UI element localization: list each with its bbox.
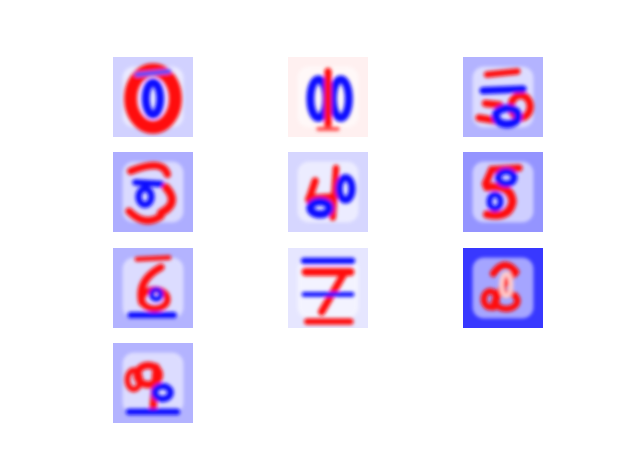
heatmap-inner-7 xyxy=(297,257,359,319)
weight-stroke-5-1 xyxy=(483,182,517,220)
weight-heatmap-2 xyxy=(463,57,543,137)
weight-panel-0 xyxy=(113,57,193,137)
weight-stroke-1-1 xyxy=(328,75,353,122)
weight-stroke-2-4 xyxy=(491,104,523,129)
weight-panel-6 xyxy=(113,248,193,328)
weight-panel-1 xyxy=(288,57,368,137)
weight-panel-7 xyxy=(288,248,368,328)
weight-panel-8 xyxy=(463,248,543,328)
weight-panel-9 xyxy=(113,343,193,423)
weight-stroke-5-2 xyxy=(495,168,518,188)
weight-heatmap-0 xyxy=(113,57,193,137)
weight-stroke-4-3 xyxy=(306,197,334,219)
weight-stroke-0-0 xyxy=(124,63,182,134)
weight-stroke-2-5 xyxy=(479,85,527,95)
weight-stroke-3-2 xyxy=(157,183,176,217)
weight-panel-3 xyxy=(113,152,193,232)
weight-heatmap-8 xyxy=(463,248,543,328)
weight-stroke-9-2 xyxy=(124,367,143,393)
weight-stroke-8-4 xyxy=(499,271,514,299)
weight-stroke-0-2 xyxy=(134,69,172,77)
weight-stroke-5-3 xyxy=(486,191,504,212)
weight-stroke-4-4 xyxy=(335,174,356,204)
weight-stroke-3-0 xyxy=(127,162,171,178)
weight-panel-5 xyxy=(463,152,543,232)
weight-stroke-3-3 xyxy=(125,207,165,225)
weight-stroke-3-4 xyxy=(135,185,155,208)
weight-stroke-4-1 xyxy=(305,193,338,202)
weight-stroke-0-1 xyxy=(141,78,165,119)
weight-stroke-6-0 xyxy=(134,255,172,262)
weight-stroke-2-1 xyxy=(481,99,504,109)
weight-stroke-9-4 xyxy=(151,383,174,403)
weight-heatmap-1 xyxy=(288,57,368,137)
weight-stroke-8-3 xyxy=(480,288,500,311)
weight-heatmap-4 xyxy=(288,152,368,232)
weight-panel-4 xyxy=(288,152,368,232)
weight-stroke-3-1 xyxy=(132,179,165,188)
weight-stroke-2-0 xyxy=(483,68,521,78)
weight-heatmap-5 xyxy=(463,152,543,232)
weight-stroke-6-4 xyxy=(149,287,164,302)
weight-heatmap-3 xyxy=(113,152,193,232)
weight-heatmap-6 xyxy=(113,248,193,328)
weight-panel-2 xyxy=(463,57,543,137)
weight-heatmap-9 xyxy=(113,343,193,423)
weight-heatmap-7 xyxy=(288,248,368,328)
